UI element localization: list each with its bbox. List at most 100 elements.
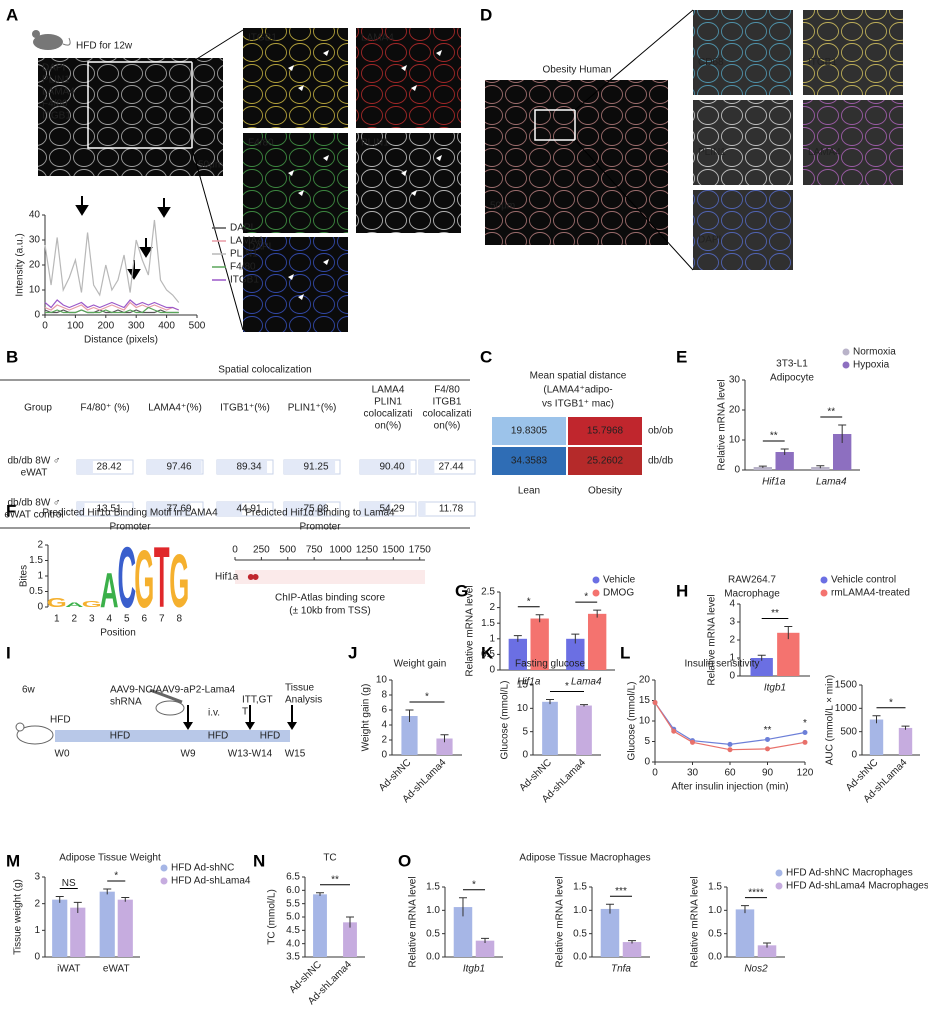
point [802,739,808,745]
legend-label: Hypoxia [853,360,890,371]
y-tick-label: 30 [29,235,41,246]
panel-label: J [348,643,357,662]
y-tick-label: 1500 [835,680,858,691]
bar [587,613,607,670]
panel-title: Obesity Human [543,65,612,76]
logo-letter: A [100,563,119,618]
x-axis-label: Distance (pixels) [84,335,158,346]
error-bar [316,892,324,896]
y-tick-label: 1.5 [29,555,43,566]
heat-cell [568,417,642,445]
y-tick-label: 10 [29,285,41,296]
diagram-text: shRNA [110,697,142,708]
error-bar [440,734,449,743]
diagram-text: ITT,GT [242,695,273,706]
binding-site [247,574,254,580]
zoom-lines [191,29,244,331]
error-bar [103,888,112,895]
bar [753,467,773,470]
channel-image [693,100,793,185]
bar [343,922,357,957]
row-label: ob/ob [648,426,673,437]
panel-label: A [6,5,18,24]
significance-label: NS [62,878,76,889]
diagram-text: Analysis [285,695,322,706]
chart-title: vs ITGB1⁺ mac) [542,399,614,410]
heat-cell [492,447,566,475]
point [690,739,695,745]
cell-bar [217,460,268,474]
y-tick-label: 2 [729,635,735,646]
y-axis-label: Relative mRNA level [465,585,476,676]
error-bar [780,448,789,455]
y-tick-label: 1.5 [573,882,587,893]
legend-label: PLIN1 [230,249,258,260]
series-line [654,702,806,751]
channel-label: ITGB1 [248,33,277,44]
point [765,746,770,752]
y-tick-label: 2 [489,602,495,613]
scale-bar-label: 50μm [198,160,223,171]
y-axis-label: Relative mRNA level [408,876,419,967]
cell-bar [284,502,327,516]
chart-title: Adipose Tissue Weight [59,853,161,864]
y-tick-label: 15 [517,680,529,691]
bar [453,907,473,957]
chart-title: Fasting glucose [515,659,585,670]
annotation: * [803,718,807,729]
channel-image [693,10,793,95]
channel-label: LAMA4 [808,147,841,158]
y-tick-label: 1.0 [573,905,587,916]
channel-label: F4/80 [248,138,274,149]
significance-label: ** [827,407,835,418]
bar [811,467,830,470]
x-tick-label: Lama4 [816,477,847,488]
x-tick-label: Ad-shNC [377,757,413,793]
error-bar [763,942,772,948]
x-tick-label: iWAT [57,964,80,975]
y-tick-label: 30 [729,375,741,386]
bar [436,738,453,755]
error-bar [901,725,910,730]
panel-title: HFD for 12w [76,41,133,52]
logo-letter: C [117,530,136,626]
arrowheads [288,155,329,196]
legend-swatch [820,576,828,584]
timeline-diagram [15,688,297,745]
logo-letter: T [154,530,170,626]
legend-label: HFD Ad-shNC [171,863,234,874]
table-header: PLIN1⁺(%) [288,403,337,414]
x-tick-label: 1 [54,614,60,625]
arrowheads [288,259,329,300]
y-tick-label: 3.5 [286,952,300,963]
error-bar [73,901,82,913]
x-tick-label: 1250 [356,545,379,556]
table-header: colocalizati [423,409,472,420]
diagram-text: T [242,707,248,718]
y-tick-label: 4.0 [286,938,300,949]
y-tick-label: 4.5 [286,925,300,936]
y-tick-label: 1 [37,571,43,582]
channel-image [356,133,461,233]
y-axis-label: TC (mmol/L) [267,889,278,945]
panel-label: E [676,347,687,366]
annotation: ** [764,725,772,736]
logo-letter: G [82,600,102,609]
row-group: eWAT control [4,510,63,521]
significance-label: *** [615,886,627,897]
panel-label: F [6,501,16,520]
y-tick-label: 8 [381,690,387,701]
channel-label: LAMA4 [361,33,394,44]
chart-title: Mean spatial distance [530,371,627,382]
legend-label: LAMA4 [230,236,263,247]
panel-label: I [6,643,11,662]
zoom-box [534,109,576,141]
x-tick-label: 120 [797,768,814,779]
cell-value: 25.2602 [587,456,624,467]
legend-swatch [775,882,783,890]
y-tick-label: 40 [29,210,41,221]
significance-label: * [565,681,569,692]
error-bar [872,715,881,724]
cell-bar [147,460,202,474]
bar [401,716,418,755]
